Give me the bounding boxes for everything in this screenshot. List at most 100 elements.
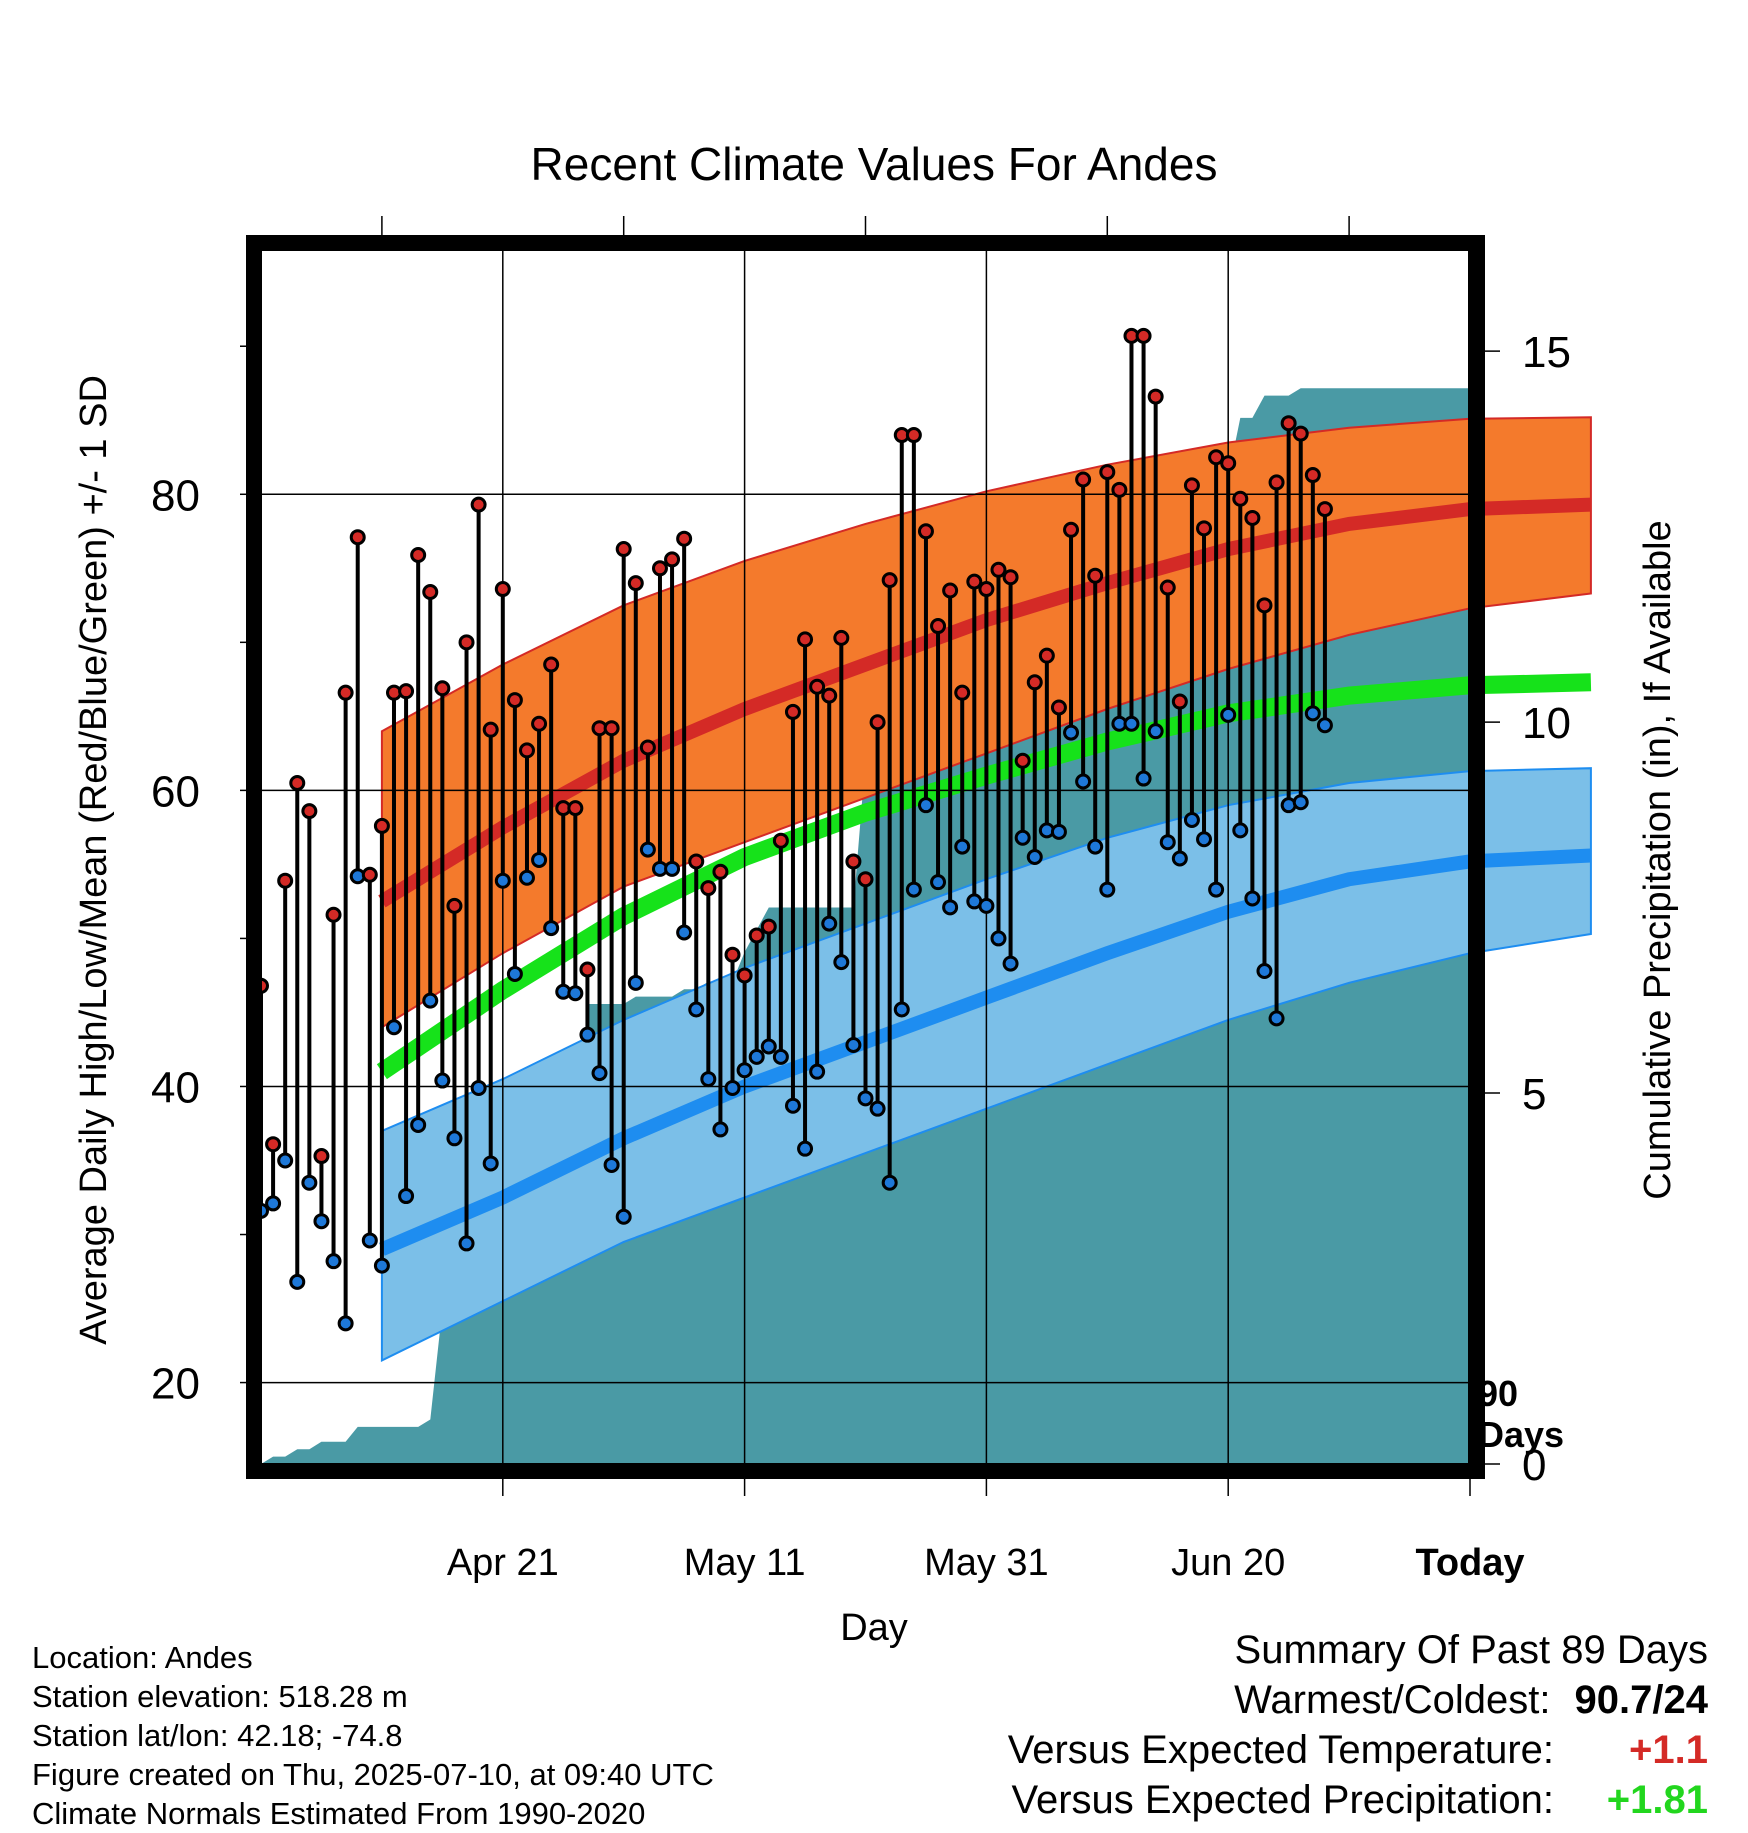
low-point (881, 1174, 898, 1191)
low-point (337, 1315, 354, 1332)
low-point (1232, 822, 1249, 839)
high-point (301, 803, 318, 820)
low-point (821, 915, 838, 932)
low-point (518, 869, 535, 886)
high-point (833, 629, 850, 646)
low-point (1123, 715, 1140, 732)
high-point (289, 774, 306, 791)
high-point (337, 684, 354, 701)
low-point (639, 841, 656, 858)
x-tick-label: Today (1415, 1542, 1524, 1584)
low-point (857, 1090, 874, 1107)
low-point (385, 1019, 402, 1036)
x-tick-label: May 31 (924, 1542, 1049, 1584)
high-point (1292, 425, 1309, 442)
high-point (1316, 501, 1333, 518)
low-point (1147, 723, 1164, 740)
low-point (978, 897, 995, 914)
high-point (579, 961, 596, 978)
high-point (748, 927, 765, 944)
low-point (277, 1152, 294, 1169)
high-point (446, 897, 463, 914)
high-point (809, 678, 826, 695)
low-point (917, 797, 934, 814)
low-point (1014, 829, 1031, 846)
high-point (1063, 521, 1080, 538)
low-point (712, 1121, 729, 1138)
warm-cold-value: 90.7/24 (1574, 1678, 1708, 1722)
high-point (1280, 415, 1297, 432)
high-point (422, 583, 439, 600)
high-point (688, 853, 705, 870)
high-point (724, 946, 741, 963)
temp-label: Versus Expected Temperature: (1007, 1728, 1554, 1772)
low-point (760, 1038, 777, 1055)
low-point (1268, 1010, 1285, 1027)
low-point (1099, 881, 1116, 898)
low-point (1159, 834, 1176, 851)
low-point (301, 1174, 318, 1191)
low-point (373, 1257, 390, 1274)
high-point (917, 523, 934, 540)
high-point (954, 684, 971, 701)
high-point (494, 581, 511, 598)
low-point (845, 1037, 862, 1054)
today-marker-days: Days (1478, 1414, 1564, 1455)
low-point (797, 1140, 814, 1157)
x-tick-label: Apr 21 (447, 1542, 559, 1584)
high-point (567, 800, 584, 817)
latlon-text: Station lat/lon: 42.18; -74.8 (32, 1718, 403, 1753)
summary-warm-cold-row: Warmest/Coldest: 90.7/24 (1008, 1675, 1708, 1725)
low-point (494, 872, 511, 889)
high-point (1038, 647, 1055, 664)
low-point (482, 1155, 499, 1172)
low-point (579, 1026, 596, 1043)
low-point (470, 1079, 487, 1096)
high-point (277, 872, 294, 889)
low-point (664, 860, 681, 877)
y-tick-label: 40 (151, 1063, 200, 1112)
high-point (712, 863, 729, 880)
low-point (869, 1100, 886, 1117)
high-point (458, 634, 475, 651)
low-point (942, 899, 959, 916)
high-point (1002, 569, 1019, 586)
high-point (373, 817, 390, 834)
low-point (893, 1001, 910, 1018)
high-point (700, 880, 717, 897)
low-point (1063, 724, 1080, 741)
low-point (1196, 831, 1213, 848)
high-point (1208, 449, 1225, 466)
x-axis-label: Day (840, 1607, 908, 1649)
high-point (615, 541, 632, 558)
low-point (930, 874, 947, 891)
low-point (688, 1001, 705, 1018)
normals-text: Climate Normals Estimated From 1990-2020 (32, 1796, 646, 1831)
low-point (325, 1253, 342, 1270)
precip-value: +1.81 (1606, 1778, 1708, 1822)
warm-cold-label: Warmest/Coldest: (1234, 1678, 1551, 1722)
high-point (1147, 388, 1164, 405)
low-point (954, 838, 971, 855)
high-point (869, 714, 886, 731)
high-point (325, 906, 342, 923)
high-point (639, 739, 656, 756)
low-point (446, 1130, 463, 1147)
y2-tick-label: 0 (1522, 1441, 1546, 1490)
low-point (1087, 838, 1104, 855)
high-point (1244, 509, 1261, 526)
low-point (531, 851, 548, 868)
high-point (1171, 693, 1188, 710)
high-point (651, 560, 668, 577)
high-point (531, 715, 548, 732)
low-point (990, 930, 1007, 947)
temp-value: +1.1 (1629, 1728, 1708, 1772)
low-point (809, 1063, 826, 1080)
low-point (772, 1048, 789, 1065)
low-point (289, 1273, 306, 1290)
summary-precip-row: Versus Expected Precipitation: +1.81 (1008, 1775, 1708, 1825)
low-point (724, 1079, 741, 1096)
high-point (470, 496, 487, 513)
high-point (881, 572, 898, 589)
low-point (591, 1065, 608, 1082)
